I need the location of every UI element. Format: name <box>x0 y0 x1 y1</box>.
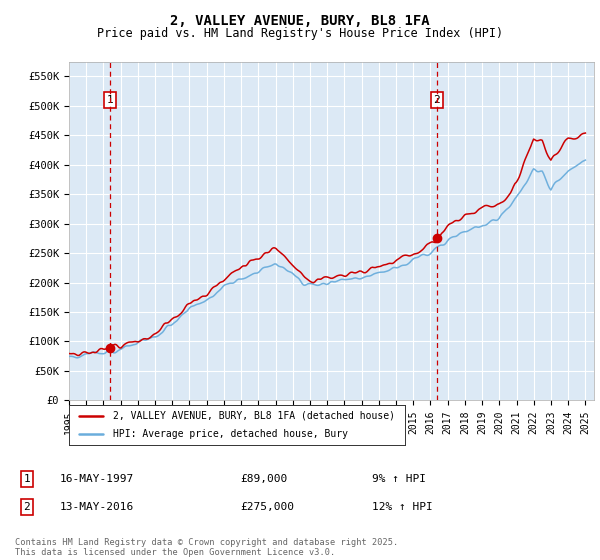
Text: £275,000: £275,000 <box>240 502 294 512</box>
Text: 12% ↑ HPI: 12% ↑ HPI <box>372 502 433 512</box>
Text: 13-MAY-2016: 13-MAY-2016 <box>60 502 134 512</box>
Text: 2: 2 <box>23 502 31 512</box>
Text: 2, VALLEY AVENUE, BURY, BL8 1FA (detached house): 2, VALLEY AVENUE, BURY, BL8 1FA (detache… <box>113 411 395 421</box>
Text: 16-MAY-1997: 16-MAY-1997 <box>60 474 134 484</box>
Text: 2, VALLEY AVENUE, BURY, BL8 1FA: 2, VALLEY AVENUE, BURY, BL8 1FA <box>170 14 430 28</box>
Text: HPI: Average price, detached house, Bury: HPI: Average price, detached house, Bury <box>113 430 347 439</box>
Text: 1: 1 <box>107 95 113 105</box>
Text: 9% ↑ HPI: 9% ↑ HPI <box>372 474 426 484</box>
Text: 1: 1 <box>23 474 31 484</box>
Text: £89,000: £89,000 <box>240 474 287 484</box>
Text: Price paid vs. HM Land Registry's House Price Index (HPI): Price paid vs. HM Land Registry's House … <box>97 27 503 40</box>
Text: 2: 2 <box>433 95 440 105</box>
Text: Contains HM Land Registry data © Crown copyright and database right 2025.
This d: Contains HM Land Registry data © Crown c… <box>15 538 398 557</box>
